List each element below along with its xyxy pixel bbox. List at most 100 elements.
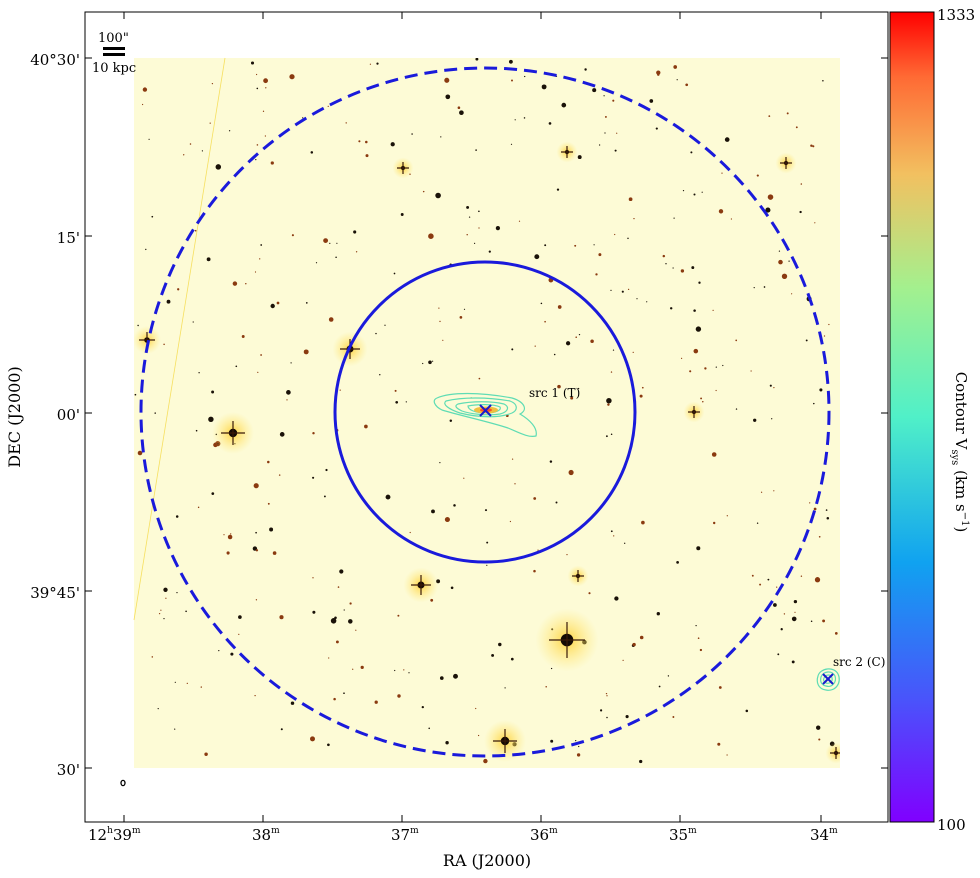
star <box>211 82 214 85</box>
x-tick-label: 12h39m <box>88 826 141 844</box>
star <box>557 384 561 389</box>
star <box>672 716 675 718</box>
star <box>575 739 577 742</box>
star <box>669 307 673 310</box>
star <box>826 516 830 520</box>
star <box>428 727 430 730</box>
star <box>163 343 165 346</box>
star <box>466 233 468 236</box>
star <box>685 83 689 87</box>
star <box>622 659 624 662</box>
star <box>440 136 442 138</box>
star <box>510 657 514 661</box>
star <box>390 142 395 147</box>
star <box>565 341 571 346</box>
star <box>550 739 554 743</box>
star <box>142 87 148 92</box>
star <box>335 640 339 644</box>
star <box>442 339 444 341</box>
star <box>540 302 543 305</box>
star <box>151 215 154 218</box>
star <box>639 759 643 764</box>
star <box>439 462 441 464</box>
star <box>327 105 329 108</box>
star <box>541 84 547 90</box>
star <box>759 583 762 586</box>
axis-ticks <box>85 12 888 822</box>
star <box>682 190 685 192</box>
star <box>238 615 242 619</box>
star <box>514 119 516 121</box>
star <box>445 741 449 745</box>
star <box>776 586 778 588</box>
star <box>695 326 702 332</box>
star <box>777 653 780 656</box>
star <box>726 754 728 756</box>
star <box>185 610 187 613</box>
star <box>353 230 357 234</box>
star <box>676 561 679 564</box>
star <box>328 317 334 322</box>
star <box>633 217 635 220</box>
y-tick-label: 00' <box>57 406 80 424</box>
star <box>636 298 638 300</box>
star <box>257 371 259 374</box>
star <box>760 491 763 493</box>
star <box>154 412 156 414</box>
star <box>717 742 721 746</box>
star <box>657 73 660 76</box>
star <box>656 70 661 75</box>
star <box>508 59 513 64</box>
star <box>625 715 629 719</box>
star <box>279 615 284 620</box>
star <box>364 424 368 429</box>
star <box>238 633 240 636</box>
star <box>186 682 188 685</box>
star <box>270 303 275 309</box>
star <box>325 468 328 472</box>
y-axis-ticklabels: 40°30' 15' 00' 39°45' 30' <box>30 51 80 779</box>
y-tick-label: 39°45' <box>30 584 80 602</box>
star <box>177 288 180 291</box>
star <box>628 197 633 202</box>
star <box>256 144 259 146</box>
star <box>286 399 288 401</box>
star <box>578 333 581 336</box>
star <box>339 569 344 574</box>
star <box>142 103 144 106</box>
star <box>158 612 161 615</box>
star <box>614 233 616 236</box>
star <box>444 77 450 83</box>
star <box>592 88 597 93</box>
star <box>809 502 811 504</box>
star <box>290 701 295 705</box>
star <box>355 251 358 253</box>
star <box>612 99 615 102</box>
star <box>588 592 591 595</box>
star <box>405 401 407 403</box>
star <box>333 697 336 701</box>
star <box>604 132 606 134</box>
star <box>438 307 440 309</box>
star <box>453 504 456 507</box>
star <box>773 490 775 492</box>
star <box>813 507 817 511</box>
star <box>137 324 139 327</box>
star <box>409 531 411 534</box>
star <box>175 515 179 518</box>
star <box>463 308 466 310</box>
star <box>712 309 714 311</box>
star <box>259 258 261 260</box>
star <box>578 745 580 748</box>
star <box>475 707 477 710</box>
star <box>735 408 738 410</box>
star <box>570 396 574 400</box>
star <box>550 667 553 670</box>
star <box>459 110 464 116</box>
src1-label: src 1 (T) <box>529 386 580 400</box>
star <box>606 695 608 697</box>
star <box>545 685 547 688</box>
star <box>498 642 502 647</box>
star <box>486 564 488 566</box>
star <box>352 668 354 670</box>
